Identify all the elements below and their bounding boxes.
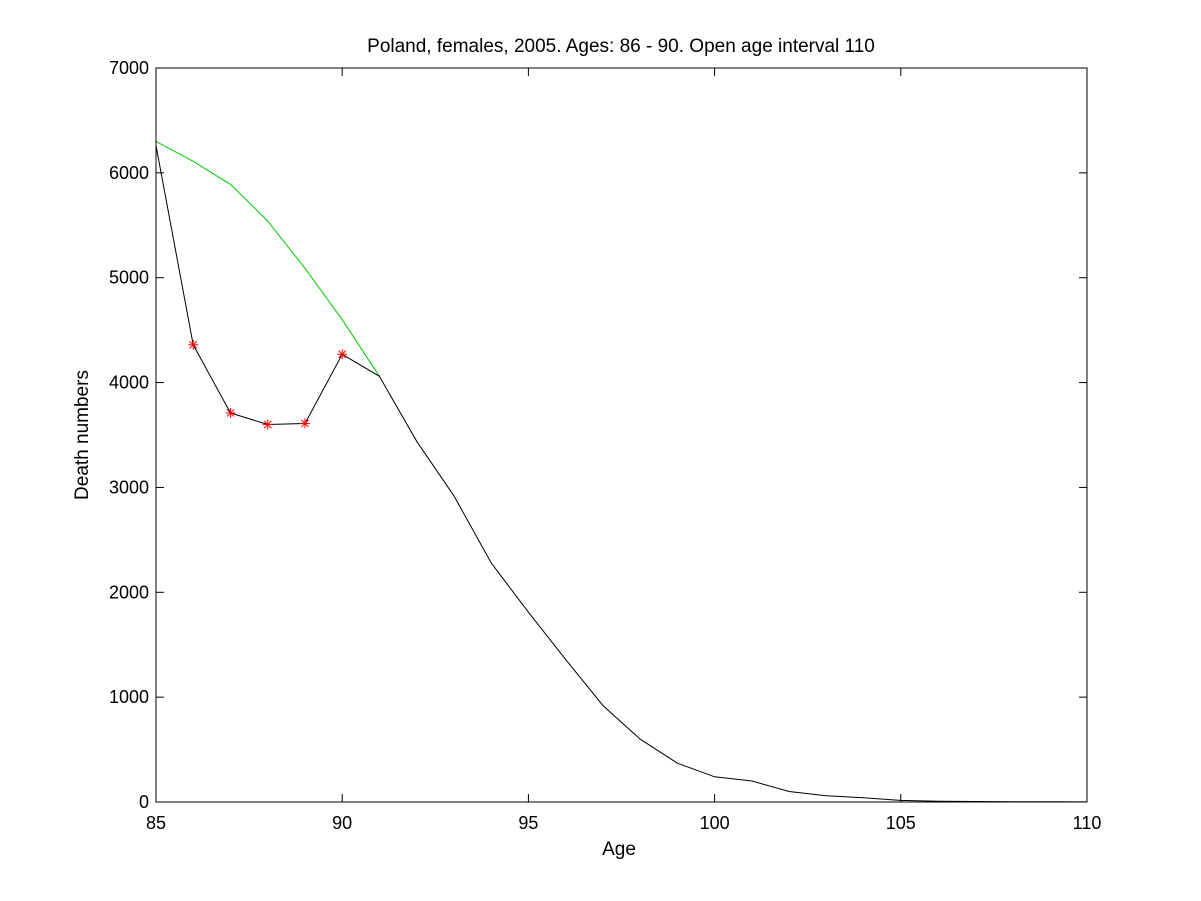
y-tick-label: 1000 <box>109 687 149 707</box>
data-point-marker <box>299 418 310 429</box>
x-tick-label: 110 <box>1073 813 1102 833</box>
y-tick-label: 3000 <box>109 477 149 497</box>
data-point-marker <box>262 419 273 430</box>
x-tick-label: 100 <box>700 813 730 833</box>
series-line-0 <box>155 140 380 377</box>
chart-title: Poland, females, 2005. Ages: 86 - 90. Op… <box>367 36 875 57</box>
y-tick-label: 7000 <box>109 58 149 78</box>
ticks-layer: 85 90 95 100 105 110 0 1000 2000 3000 4000 5000 6000… <box>109 58 1101 833</box>
series-line-1 <box>155 145 1088 803</box>
y-tick-label: 6000 <box>109 163 149 183</box>
plot-area <box>156 68 1087 802</box>
plot-frame <box>155 67 1088 803</box>
y-tick-label: 2000 <box>109 582 149 602</box>
x-tick-label: 105 <box>886 813 916 833</box>
x-axis-label: Age <box>602 839 636 860</box>
data-point-marker <box>337 349 348 360</box>
data-point-marker <box>225 407 236 418</box>
y-tick-label: 0 <box>139 792 149 812</box>
series-layer <box>155 140 1088 803</box>
y-axis-label: Death numbers <box>72 370 93 500</box>
y-tick-label: 5000 <box>109 268 149 288</box>
data-point-marker <box>188 339 199 350</box>
x-tick-label: 85 <box>146 813 166 833</box>
x-tick-label: 95 <box>518 813 538 833</box>
y-tick-label: 4000 <box>109 373 149 393</box>
x-tick-label: 90 <box>332 813 352 833</box>
